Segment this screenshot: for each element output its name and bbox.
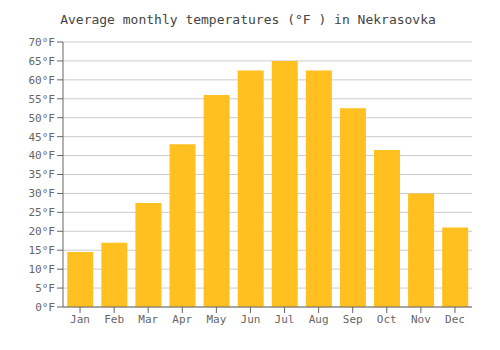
svg-text:Jan: Jan <box>70 313 90 326</box>
svg-text:Oct: Oct <box>377 313 397 326</box>
svg-text:Jul: Jul <box>275 313 295 326</box>
svg-text:20°F: 20°F <box>29 225 56 238</box>
svg-text:15°F: 15°F <box>29 244 56 257</box>
svg-text:May: May <box>206 313 226 326</box>
svg-text:40°F: 40°F <box>29 149 56 162</box>
svg-text:50°F: 50°F <box>29 112 56 125</box>
svg-text:25°F: 25°F <box>29 206 56 219</box>
svg-text:Dec: Dec <box>445 313 465 326</box>
svg-text:60°F: 60°F <box>29 74 56 87</box>
svg-text:0°F: 0°F <box>35 301 55 314</box>
svg-text:5°F: 5°F <box>35 282 55 295</box>
svg-text:Nov: Nov <box>411 313 431 326</box>
svg-text:10°F: 10°F <box>29 263 56 276</box>
html-text:Average monthly temperatures (: Average monthly temperatures (°F ) in Ne… <box>60 12 436 27</box>
svg-text:35°F: 35°F <box>29 168 56 181</box>
svg-text:Jun: Jun <box>241 313 261 326</box>
svg-text:Apr: Apr <box>172 313 192 326</box>
svg-text:30°F: 30°F <box>29 187 56 200</box>
svg-text:65°F: 65°F <box>29 55 56 68</box>
svg-text:Feb: Feb <box>104 313 124 326</box>
svg-text:Mar: Mar <box>138 313 158 326</box>
svg-text:Aug: Aug <box>309 313 329 326</box>
svg-text:55°F: 55°F <box>29 93 56 106</box>
svg-text:70°F: 70°F <box>29 36 56 49</box>
svg-text:Sep: Sep <box>343 313 363 326</box>
svg-text:45°F: 45°F <box>29 131 56 144</box>
